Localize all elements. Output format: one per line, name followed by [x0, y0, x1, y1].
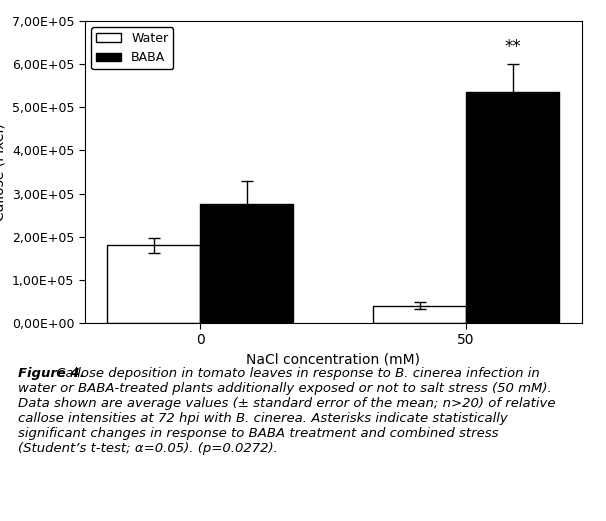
- Text: Callose deposition in tomato leaves in response to B. cinerea infection in water: Callose deposition in tomato leaves in r…: [18, 367, 556, 455]
- X-axis label: NaCl concentration (mM): NaCl concentration (mM): [246, 353, 421, 367]
- Y-axis label: Callose (Pixel): Callose (Pixel): [0, 123, 7, 221]
- Bar: [466, 92, 559, 323]
- Text: **: **: [504, 38, 521, 56]
- Bar: [373, 306, 466, 323]
- Bar: [107, 245, 201, 323]
- Legend: Water, BABA: Water, BABA: [91, 27, 173, 69]
- Bar: [201, 204, 293, 323]
- Text: Figure 4.: Figure 4.: [18, 367, 85, 380]
